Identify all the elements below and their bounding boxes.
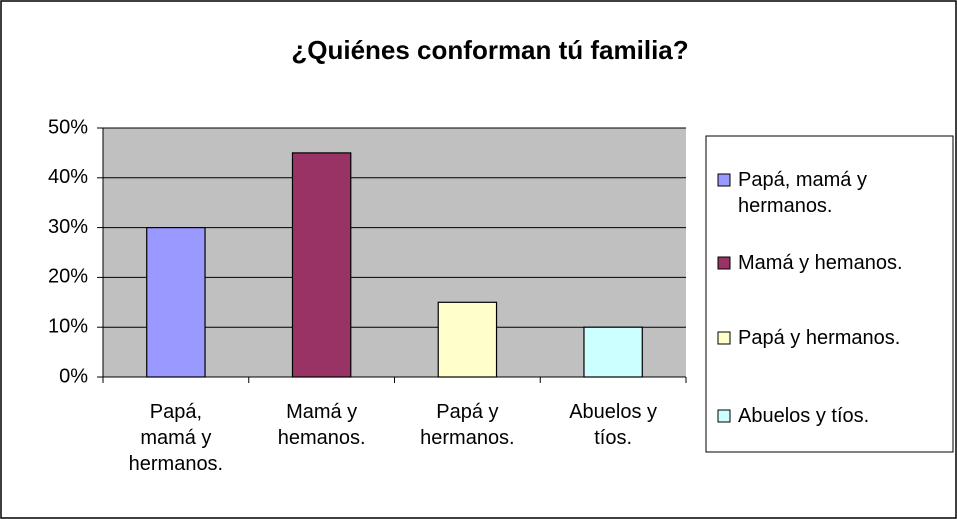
- legend-swatch: [717, 256, 731, 270]
- y-tick-label: 30%: [48, 216, 88, 238]
- legend-label: Papá y hermanos.: [738, 327, 901, 349]
- x-tick-label: Mamá y hemanos.: [277, 401, 366, 449]
- chart-title: ¿Quiénes conforman tú familia?: [291, 35, 688, 65]
- legend-label: Papá, mamá y hermanos.: [738, 169, 867, 217]
- bar: [437, 301, 498, 378]
- x-tick-label: Abuelos y tíos.: [569, 401, 658, 449]
- legend-label: Mamá y hemanos.: [738, 252, 903, 274]
- legend-swatch: [717, 331, 731, 345]
- x-tick-label: Papá y hermanos.: [420, 401, 515, 449]
- legend-label: Abuelos y tíos.: [738, 405, 870, 427]
- y-tick-label: 50%: [48, 116, 88, 138]
- bar: [583, 326, 643, 378]
- legend-swatch: [717, 409, 731, 423]
- bar: [291, 152, 352, 378]
- y-tick-label: 20%: [48, 266, 88, 288]
- bar: [146, 227, 206, 378]
- legend-box: [705, 135, 954, 453]
- legend-swatch: [717, 173, 731, 187]
- y-tick-label: 0%: [59, 365, 88, 387]
- y-tick-label: 10%: [48, 315, 88, 337]
- y-tick-label: 40%: [48, 166, 88, 188]
- x-tick-label: Papá, mamá y hermanos.: [128, 401, 224, 475]
